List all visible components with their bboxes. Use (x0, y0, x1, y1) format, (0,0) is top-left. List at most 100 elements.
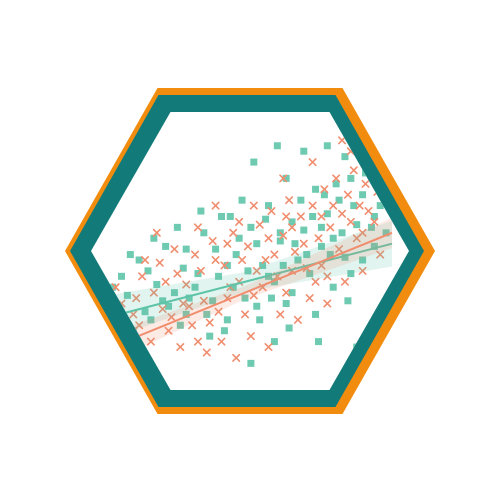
data-point-cross (173, 269, 182, 278)
series-0-regression-line (97, 242, 393, 321)
data-point-cross (199, 296, 208, 305)
data-point-cross (270, 250, 279, 259)
data-point-square (215, 272, 223, 280)
data-point-square (200, 229, 208, 237)
data-point-cross (132, 294, 141, 303)
data-point-cross (185, 302, 194, 311)
data-point-square (109, 283, 117, 291)
data-point-square (382, 229, 390, 237)
data-point-square (282, 300, 290, 308)
data-point-cross (346, 217, 355, 226)
data-point-square (312, 310, 320, 318)
data-point-cross (252, 266, 261, 275)
data-point-cross (338, 136, 347, 145)
data-point-cross (193, 337, 202, 346)
data-point-square (273, 142, 281, 150)
data-point-cross (323, 272, 332, 281)
data-point-square (165, 302, 173, 310)
data-point-square (347, 174, 355, 182)
data-point-square (282, 174, 290, 182)
data-point-cross (279, 231, 288, 240)
data-point-cross (305, 294, 314, 303)
data-point-cross (146, 337, 155, 346)
data-point-square (329, 283, 337, 291)
data-point-square (244, 267, 252, 275)
data-point-square (259, 261, 267, 269)
data-point-square (370, 242, 378, 250)
data-point-cross (255, 220, 264, 229)
data-point-square (344, 297, 352, 305)
data-point-square (317, 242, 325, 250)
data-point-square (153, 280, 161, 288)
data-point-cross (238, 256, 247, 264)
data-point-cross (191, 250, 200, 259)
data-point-cross (261, 256, 270, 264)
data-point-cross (323, 299, 332, 308)
data-point-square (253, 302, 261, 310)
data-point-cross (358, 266, 367, 275)
data-point-square (367, 223, 375, 231)
data-point-square (150, 234, 158, 242)
data-point-cross (329, 201, 338, 210)
data-point-cross (276, 310, 285, 319)
data-point-square (232, 251, 240, 259)
data-point-square (350, 202, 358, 210)
data-point-square (329, 234, 337, 242)
data-point-square (294, 256, 302, 264)
data-point-square (306, 270, 314, 278)
series-1-regression-line (97, 231, 393, 354)
data-point-square (317, 223, 325, 231)
data-point-square (276, 237, 284, 245)
data-point-square (197, 207, 205, 215)
data-point-square (147, 316, 155, 324)
data-point-cross (335, 245, 344, 254)
data-point-square (141, 308, 149, 316)
data-point-cross (249, 201, 258, 210)
data-point-square (359, 256, 367, 264)
data-point-square (173, 223, 181, 231)
data-point-cross (364, 207, 373, 216)
data-point-cross (308, 201, 317, 210)
data-point-cross (229, 228, 238, 237)
data-point-cross (217, 337, 226, 346)
data-point-cross (155, 258, 164, 267)
data-point-square (285, 324, 293, 332)
data-point-cross (340, 277, 349, 286)
data-point-cross (349, 166, 358, 175)
data-point-cross (241, 310, 249, 319)
data-point-cross (311, 277, 320, 286)
data-point-cross (208, 236, 217, 245)
data-point-cross (176, 343, 185, 352)
data-point-cross (343, 190, 352, 199)
data-point-cross (264, 343, 273, 352)
data-point-cross (314, 234, 323, 243)
data-point-square (353, 221, 361, 229)
data-point-square (359, 191, 367, 199)
data-point-cross (332, 174, 341, 183)
data-point-square (288, 218, 296, 226)
data-point-cross (370, 217, 379, 226)
data-point-square (209, 297, 217, 305)
data-point-cross (267, 207, 276, 216)
data-point-square (123, 291, 131, 299)
data-point-cross (223, 239, 232, 248)
data-point-cross (196, 266, 205, 275)
data-point-cross (179, 299, 188, 308)
data-point-cross (232, 353, 241, 362)
data-point-square (191, 283, 199, 291)
data-point-square (323, 210, 331, 218)
data-point-square (241, 294, 249, 302)
data-point-cross (202, 348, 211, 357)
data-point-square (223, 316, 231, 324)
data-point-cross (282, 288, 291, 297)
data-point-cross (296, 212, 305, 221)
data-point-square (288, 289, 296, 297)
data-point-cross (220, 261, 229, 270)
data-point-square (347, 270, 355, 278)
data-point-square (217, 212, 225, 220)
data-point-cross (182, 280, 191, 289)
data-point-square (253, 240, 261, 248)
data-point-cross (188, 321, 197, 330)
data-point-square (341, 253, 349, 261)
